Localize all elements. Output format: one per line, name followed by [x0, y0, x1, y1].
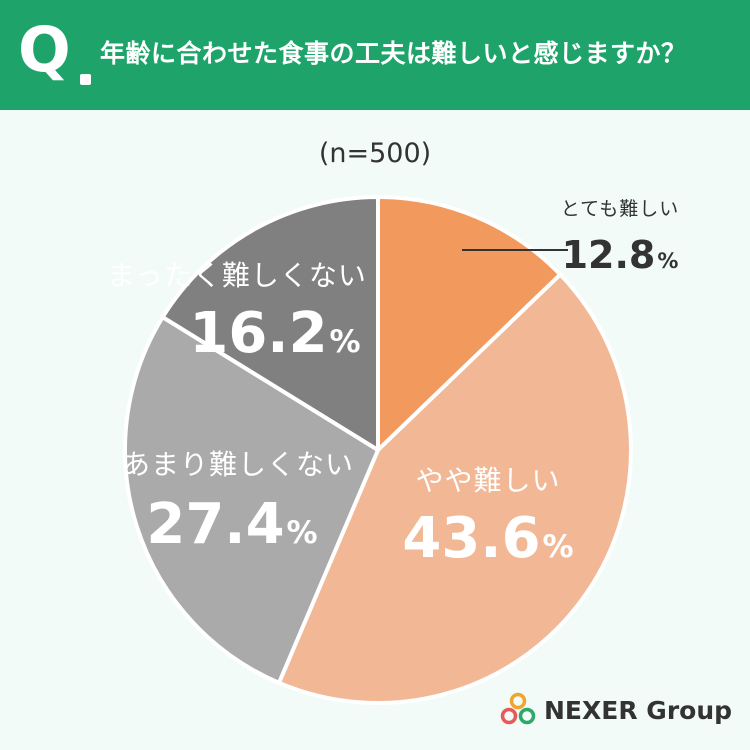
slice-value: 16.2% — [189, 301, 360, 366]
q-letter: Q — [18, 13, 71, 86]
pie-slice — [123, 315, 380, 685]
q-dot — [80, 74, 91, 85]
slice-label: やや難しい — [415, 464, 560, 497]
pie-slice — [376, 195, 563, 452]
slice-value: 12.8% — [562, 233, 679, 277]
pie-slices — [123, 195, 633, 705]
pie-labels: とても難しい 12.8% やや難しい 43.6% あまり難しくない 27.4% まったく難し… — [107, 198, 679, 571]
brand-rings-icon — [500, 692, 536, 725]
slice-value: 27.4% — [146, 492, 317, 557]
pie-slice — [160, 195, 380, 452]
slice-label: とても難しい — [561, 198, 679, 220]
question-text: 年齢に合わせた食事の工夫は難しいと感じますか？ — [100, 39, 687, 68]
question-banner: Q 年齢に合わせた食事の工夫は難しいと感じますか？ — [0, 0, 750, 110]
slice-label: まったく難しくない — [107, 259, 367, 292]
slice-value: 43.6% — [402, 506, 573, 571]
brand-name: NEXER Group — [544, 695, 733, 725]
pie-slice — [276, 272, 633, 705]
sample-size: (n=500) — [318, 138, 432, 169]
brand-logo: NEXER Group — [500, 690, 732, 730]
slice-label: あまり難しくない — [122, 448, 354, 481]
